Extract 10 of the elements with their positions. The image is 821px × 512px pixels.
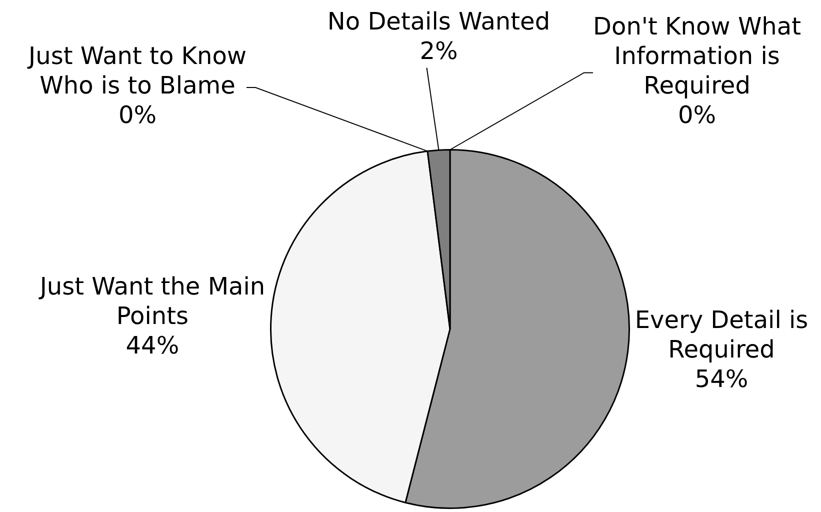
slice-label: Just Want the Main Points (38, 272, 266, 330)
data-label: 54% (694, 365, 748, 394)
slice-label: No Details Wanted (327, 8, 550, 36)
text: 0% (118, 101, 157, 130)
category-label: Don't Know What Information is Required (593, 12, 802, 100)
slice-label: Every Detail is Required (634, 306, 808, 364)
text: 0% (678, 101, 716, 130)
data-label: 2% (420, 37, 458, 66)
category-label: Just Want to Know Who is to Blame (28, 42, 247, 100)
data-label: 44% (126, 331, 180, 360)
